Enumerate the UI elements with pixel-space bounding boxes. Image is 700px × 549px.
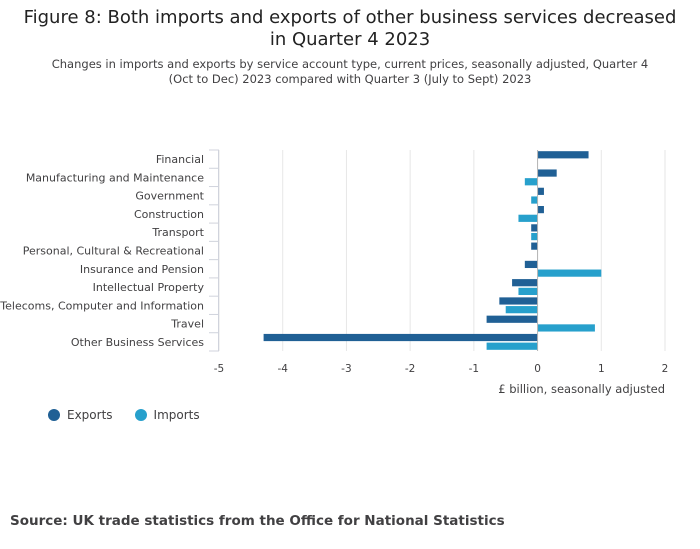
bar-exports-intellectual-property[interactable] xyxy=(512,279,538,287)
bar-exports-government[interactable] xyxy=(537,187,544,195)
legend-label-imports: Imports xyxy=(153,408,200,422)
legend-swatch-imports xyxy=(134,409,147,421)
bar-exports-insurance-and-pension[interactable] xyxy=(524,260,538,269)
bar-exports-telecoms-computer-and-information[interactable] xyxy=(499,297,538,305)
x-axis-title: £ billion, seasonally adjusted xyxy=(498,382,665,396)
bar-exports-travel[interactable] xyxy=(486,315,538,323)
x-tick-label: -4 xyxy=(277,363,288,375)
bar-exports-financial[interactable] xyxy=(537,151,589,159)
bar-imports-intellectual-property[interactable] xyxy=(518,287,538,295)
source-note: Source: UK trade statistics from the Off… xyxy=(10,513,505,529)
legend-item-exports[interactable]: Exports xyxy=(48,408,113,422)
x-tick-label: 2 xyxy=(662,363,669,375)
legend-item-imports[interactable]: Imports xyxy=(134,408,200,422)
x-tick-label: -5 xyxy=(214,363,224,375)
category-label: Government xyxy=(135,190,204,203)
category-label: Manufacturing and Maintenance xyxy=(26,171,204,184)
category-label: Financial xyxy=(156,153,204,166)
bar-imports-other-business-services[interactable] xyxy=(486,342,538,350)
bar-exports-other-business-services[interactable] xyxy=(263,333,538,342)
bar-exports-personal-cultural-recreational[interactable] xyxy=(531,242,538,250)
category-label: Other Business Services xyxy=(71,336,204,349)
legend: Exports Imports xyxy=(48,408,222,422)
bar-imports-government[interactable] xyxy=(531,196,538,204)
category-label: Construction xyxy=(134,208,204,221)
category-label: Insurance and Pension xyxy=(80,263,204,276)
bar-exports-construction[interactable] xyxy=(537,206,544,214)
bar-imports-travel[interactable] xyxy=(537,324,595,332)
x-tick-label: 0 xyxy=(534,363,541,375)
bar-exports-manufacturing-and-maintenance[interactable] xyxy=(537,169,557,177)
chart-title: Figure 8: Both imports and exports of ot… xyxy=(23,7,677,50)
legend-swatch-exports xyxy=(48,409,60,421)
x-tick-label: -1 xyxy=(469,363,479,375)
bar-imports-insurance-and-pension[interactable] xyxy=(537,269,602,277)
chart-subtitle: Changes in imports and exports by servic… xyxy=(51,57,649,86)
x-tick-label: 1 xyxy=(598,363,605,375)
bar-exports-transport[interactable] xyxy=(531,224,538,232)
x-tick-label: -2 xyxy=(405,363,415,375)
x-tick-label: -3 xyxy=(341,363,351,375)
category-label: Telecoms, Computer and Information xyxy=(0,299,204,312)
bar-imports-manufacturing-and-maintenance[interactable] xyxy=(524,178,538,186)
bar-imports-transport[interactable] xyxy=(531,232,538,241)
category-label: Intellectual Property xyxy=(93,281,205,294)
category-label: Personal, Cultural & Recreational xyxy=(23,245,204,258)
category-label: Transport xyxy=(151,226,204,239)
bar-imports-construction[interactable] xyxy=(518,214,538,222)
bar-imports-telecoms-computer-and-information[interactable] xyxy=(505,306,538,314)
legend-label-exports: Exports xyxy=(67,408,113,422)
category-label: Travel xyxy=(170,318,204,331)
